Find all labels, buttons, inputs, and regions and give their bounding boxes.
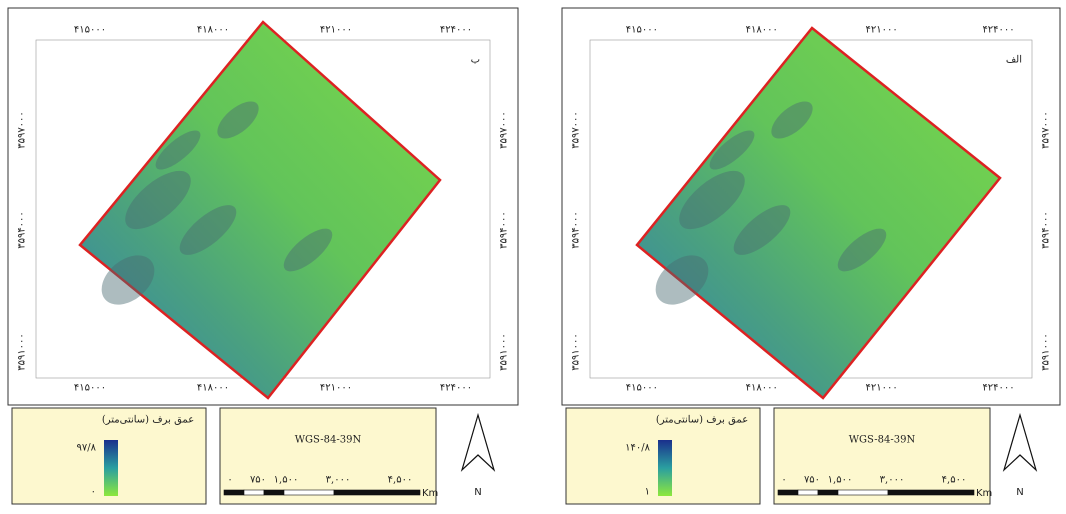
x-tick-label: ۴۲۱۰۰۰	[320, 25, 352, 36]
scale-bar-segment	[818, 490, 838, 495]
x-tick-label: ۴۱۵۰۰۰	[74, 25, 106, 36]
scale-unit: Km	[422, 488, 438, 499]
north-label: N	[1016, 487, 1023, 498]
color-ramp	[658, 440, 672, 496]
legend-max: ۹۷/۸	[77, 443, 97, 454]
x-tick-label: ۴۲۱۰۰۰	[320, 383, 352, 394]
legend-max: ۱۴۰/۸	[625, 443, 650, 454]
scale-box	[220, 408, 436, 504]
x-tick-label: ۴۱۵۰۰۰	[626, 25, 658, 36]
x-tick-label: ۴۲۴۰۰۰	[982, 383, 1014, 394]
y-tick-label: ۳۵۹۴۰۰۰	[499, 211, 510, 249]
scale-bar-segment	[244, 490, 264, 495]
north-arrow	[1004, 415, 1036, 470]
legend-title: عمق برف (سانتی‌متر)	[102, 415, 194, 426]
x-tick-label: ۴۲۴۰۰۰	[440, 383, 472, 394]
y-tick-label: ۳۵۹۱۰۰۰	[1041, 333, 1052, 371]
scale-label: ۱,۵۰۰	[828, 475, 853, 486]
projection: WGS-84-39N	[849, 435, 916, 446]
x-tick-label: ۴۱۵۰۰۰	[626, 383, 658, 394]
scale-label: ۰	[781, 475, 786, 486]
panel-label: الف	[1006, 55, 1022, 66]
scale-unit: Km	[976, 488, 992, 499]
y-tick-label: ۳۵۹۱۰۰۰	[571, 333, 582, 371]
x-tick-label: ۴۲۴۰۰۰	[440, 25, 472, 36]
scale-label: ۷۵۰	[250, 475, 266, 486]
legend-min: ۱	[645, 487, 650, 498]
x-tick-label: ۴۲۴۰۰۰	[982, 25, 1014, 36]
y-tick-label: ۳۵۹۷۰۰۰	[17, 111, 28, 149]
legend-min: ۰	[91, 487, 96, 498]
scale-bar-segment	[224, 490, 244, 495]
scale-bar-segment	[778, 490, 798, 495]
map-panel: الف ۴۱۵۰۰۰ ۴۱۵۰۰۰ ۴۱۸۰۰۰ ۴۱۸۰۰۰ ۴۲۱۰۰۰ ۴۲۱۰۰۰ ۴…	[562, 8, 1060, 504]
scale-bar-segment	[334, 490, 420, 495]
legend-title: عمق برف (سانتی‌متر)	[656, 415, 748, 426]
scale-label: ۱,۵۰۰	[274, 475, 299, 486]
scale-label: ۴,۵۰۰	[388, 475, 413, 486]
figure: ب ۴۱۵۰۰۰ ۴۱۵۰۰۰ ۴۱۸۰۰۰ ۴۱۸۰۰۰ ۴۲۱۰۰۰ ۴۲۱۰۰۰ ۴۲۴…	[0, 0, 1066, 514]
x-tick-label: ۴۱۸۰۰۰	[197, 25, 229, 36]
y-tick-label: ۳۵۹۴۰۰۰	[17, 211, 28, 249]
north-label: N	[474, 487, 481, 498]
x-tick-label: ۴۱۸۰۰۰	[197, 383, 229, 394]
map-panel: ب ۴۱۵۰۰۰ ۴۱۵۰۰۰ ۴۱۸۰۰۰ ۴۱۸۰۰۰ ۴۲۱۰۰۰ ۴۲۱۰۰۰ ۴۲۴…	[8, 8, 518, 504]
y-tick-label: ۳۵۹۴۰۰۰	[1041, 211, 1052, 249]
scale-bar-segment	[264, 490, 284, 495]
projection: WGS-84-39N	[295, 435, 362, 446]
x-tick-label: ۴۱۸۰۰۰	[746, 383, 778, 394]
scale-bar-segment	[838, 490, 888, 495]
scale-label: ۳,۰۰۰	[326, 475, 351, 486]
y-tick-label: ۳۵۹۱۰۰۰	[17, 333, 28, 371]
scale-label: ۳,۰۰۰	[880, 475, 905, 486]
y-tick-label: ۳۵۹۷۰۰۰	[1041, 111, 1052, 149]
y-tick-label: ۳۵۹۴۰۰۰	[571, 211, 582, 249]
scale-bar-segment	[284, 490, 334, 495]
x-tick-label: ۴۲۱۰۰۰	[866, 383, 898, 394]
scale-label: ۰	[227, 475, 232, 486]
scale-label: ۷۵۰	[804, 475, 820, 486]
x-tick-label: ۴۱۸۰۰۰	[746, 25, 778, 36]
north-arrow	[462, 415, 494, 470]
x-tick-label: ۴۱۵۰۰۰	[74, 383, 106, 394]
y-tick-label: ۳۵۹۱۰۰۰	[499, 333, 510, 371]
y-tick-label: ۳۵۹۷۰۰۰	[571, 111, 582, 149]
color-ramp	[104, 440, 118, 496]
scale-label: ۴,۵۰۰	[942, 475, 967, 486]
x-tick-label: ۴۲۱۰۰۰	[866, 25, 898, 36]
panel-label: ب	[471, 55, 480, 66]
scale-box	[774, 408, 990, 504]
scale-bar-segment	[798, 490, 818, 495]
scale-bar-segment	[888, 490, 974, 495]
y-tick-label: ۳۵۹۷۰۰۰	[499, 111, 510, 149]
